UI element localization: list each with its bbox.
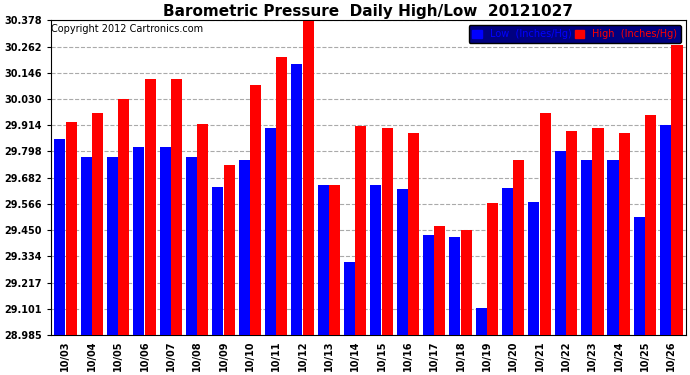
Bar — [502, 188, 513, 335]
Bar — [660, 125, 671, 335]
Bar — [619, 133, 630, 335]
Bar — [529, 202, 540, 335]
Bar — [671, 45, 682, 335]
Bar — [159, 147, 170, 335]
Bar — [344, 262, 355, 335]
Bar — [276, 57, 287, 335]
Bar — [186, 157, 197, 335]
Bar — [397, 189, 408, 335]
Bar — [66, 122, 77, 335]
Bar — [265, 128, 276, 335]
Bar — [171, 79, 182, 335]
Bar — [435, 226, 446, 335]
Bar — [92, 112, 103, 335]
Bar — [239, 160, 250, 335]
Bar — [303, 21, 314, 335]
Bar — [566, 131, 577, 335]
Text: Copyright 2012 Cartronics.com: Copyright 2012 Cartronics.com — [51, 24, 203, 34]
Bar — [81, 157, 92, 335]
Bar — [593, 128, 604, 335]
Bar — [355, 126, 366, 335]
Bar — [213, 187, 224, 335]
Bar — [581, 160, 592, 335]
Bar — [145, 79, 156, 335]
Bar — [291, 64, 302, 335]
Bar — [513, 160, 524, 335]
Bar — [634, 217, 645, 335]
Bar — [107, 157, 118, 335]
Bar — [423, 235, 434, 335]
Bar — [555, 151, 566, 335]
Bar — [250, 86, 261, 335]
Bar — [55, 139, 66, 335]
Bar — [645, 115, 656, 335]
Bar — [487, 203, 498, 335]
Bar — [461, 230, 472, 335]
Bar — [371, 185, 382, 335]
Bar — [449, 237, 460, 335]
Bar — [133, 147, 144, 335]
Bar — [197, 124, 208, 335]
Legend: Low  (Inches/Hg), High  (Inches/Hg): Low (Inches/Hg), High (Inches/Hg) — [469, 25, 681, 43]
Bar — [408, 133, 419, 335]
Bar — [317, 185, 328, 335]
Bar — [118, 99, 129, 335]
Bar — [540, 112, 551, 335]
Title: Barometric Pressure  Daily High/Low  20121027: Barometric Pressure Daily High/Low 20121… — [164, 4, 573, 19]
Bar — [475, 308, 487, 335]
Bar — [382, 128, 393, 335]
Bar — [224, 165, 235, 335]
Bar — [329, 185, 340, 335]
Bar — [607, 160, 618, 335]
